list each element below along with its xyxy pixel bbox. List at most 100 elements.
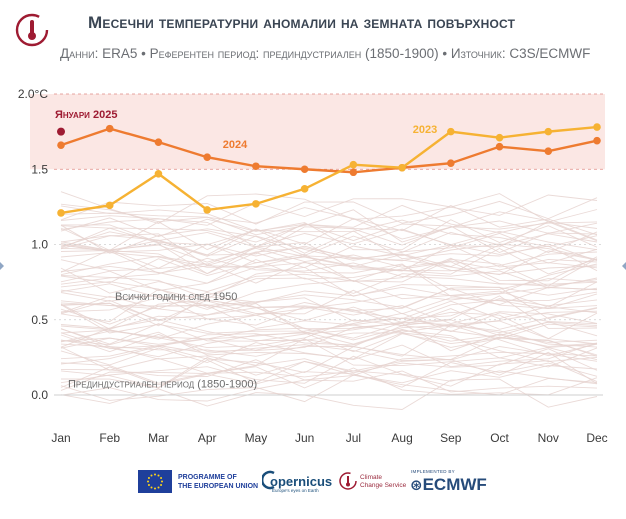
chart-subtitle: Данни: ERA5 • Референтен период: прединд… — [60, 46, 591, 61]
background-year-line — [60, 253, 598, 284]
background-year-line — [60, 264, 598, 294]
x-tick-label: May — [245, 431, 268, 445]
y-tick-label: 1.0 — [31, 238, 48, 252]
data-point — [447, 159, 455, 168]
data-point — [252, 200, 260, 208]
background-year-line — [60, 332, 598, 362]
data-point — [57, 209, 65, 217]
chart-title: Месечни температурни аномалии на земната… — [88, 13, 516, 32]
copernicus-c-icon — [262, 470, 275, 490]
eu-star — [161, 480, 163, 483]
background-year-line — [60, 346, 598, 373]
data-point — [544, 147, 553, 155]
data-point — [349, 160, 358, 169]
data-point — [593, 136, 601, 145]
x-tick-label: Oct — [490, 431, 509, 445]
data-point — [593, 123, 601, 131]
x-tick-label: Feb — [99, 431, 120, 445]
eu-flag-icon — [138, 470, 172, 493]
background-lines — [60, 191, 598, 410]
data-point — [105, 201, 114, 210]
eu-star — [157, 474, 160, 477]
background-year-line — [60, 325, 598, 357]
data-point — [300, 185, 309, 193]
series-label-2024: 2024 — [223, 139, 248, 151]
background-year-line — [60, 244, 598, 276]
chart: 0.0 0.5 1.0 1.5 2.0°C Jan Feb Mar Apr May Jun Jul A… — [18, 87, 608, 445]
background-year-line — [60, 291, 598, 323]
highlight-label: Януари 2025 — [55, 109, 117, 121]
c3s-mini-icon — [339, 472, 357, 490]
series-line — [60, 125, 598, 215]
background-year-line — [60, 280, 598, 310]
background-year-line — [60, 366, 598, 396]
background-year-line — [60, 270, 598, 299]
y-tick-label: 2.0°C — [18, 87, 48, 101]
background-year-line — [60, 370, 598, 402]
background-year-line — [60, 197, 598, 225]
background-year-line — [60, 328, 598, 361]
data-point — [57, 141, 65, 149]
eu-star — [154, 487, 156, 490]
x-tick-label: Nov — [538, 431, 559, 445]
eu-star — [157, 486, 160, 489]
background-year-line — [61, 219, 598, 248]
ecmwf-implemented-label: IMPLEMENTED BY — [411, 469, 455, 474]
background-year-line — [60, 359, 598, 389]
data-point — [349, 168, 358, 177]
background-year-line — [60, 203, 598, 236]
data-point — [495, 133, 504, 142]
highlight-point-jan-2025 — [57, 127, 65, 136]
band-rect — [30, 94, 605, 170]
background-year-line — [60, 266, 598, 300]
data-point — [154, 138, 163, 146]
background-year-line — [60, 221, 598, 249]
background-year-line — [60, 362, 598, 388]
x-tick-label: Jun — [295, 431, 314, 445]
annotation-all-years: Всички години след 1950 — [115, 291, 237, 303]
background-year-line — [60, 312, 598, 340]
annotation-preindustrial: Прединдустриален период (1850-1900) — [68, 378, 257, 390]
background-year-line — [60, 204, 598, 234]
background-year-line — [60, 338, 598, 368]
data-point — [447, 127, 455, 136]
y-axis-ticks: 0.0 0.5 1.0 1.5 2.0°C — [18, 87, 48, 402]
c3s-logo — [14, 12, 50, 53]
background-year-line — [60, 286, 598, 320]
y-tick-label: 0.0 — [31, 388, 48, 402]
background-year-line — [60, 263, 598, 297]
background-year-line — [60, 355, 598, 385]
ecmwf-logo-text: ⊛ECMWF — [410, 475, 487, 494]
c3s-label: Climate Change Service — [360, 474, 407, 489]
x-tick-label: Mar — [148, 431, 169, 445]
data-point — [203, 206, 211, 214]
background-year-line — [60, 244, 598, 273]
eu-star — [150, 486, 153, 489]
background-year-line — [60, 287, 598, 310]
background-year-line — [60, 324, 598, 348]
eu-star — [147, 477, 150, 479]
background-year-line — [60, 319, 598, 348]
ecmwf-wave-icon: ⊛ — [410, 477, 423, 494]
eu-star — [160, 477, 163, 479]
background-year-line — [60, 223, 598, 253]
background-year-line — [60, 346, 598, 374]
series-2023 — [57, 123, 601, 217]
eu-star — [147, 484, 150, 486]
background-year-line — [60, 252, 598, 275]
data-point — [252, 162, 260, 171]
background-year-line — [60, 225, 598, 256]
data-point — [495, 142, 504, 151]
series — [57, 123, 601, 217]
background-year-line — [60, 243, 598, 272]
background-year-line — [60, 217, 598, 251]
grid — [54, 93, 603, 396]
x-tick-label: Jul — [346, 431, 361, 445]
background-year-line — [60, 297, 598, 320]
eu-star — [160, 484, 163, 486]
annotations: 2024 2023 Януари 2025 Всички години след 19… — [55, 109, 437, 390]
footer-logos: PROGRAMME OF THE EUROPEAN UNION opernicu… — [0, 462, 626, 508]
data-point — [300, 165, 309, 174]
x-tick-label: Jan — [51, 431, 70, 445]
eu-star — [150, 474, 153, 477]
